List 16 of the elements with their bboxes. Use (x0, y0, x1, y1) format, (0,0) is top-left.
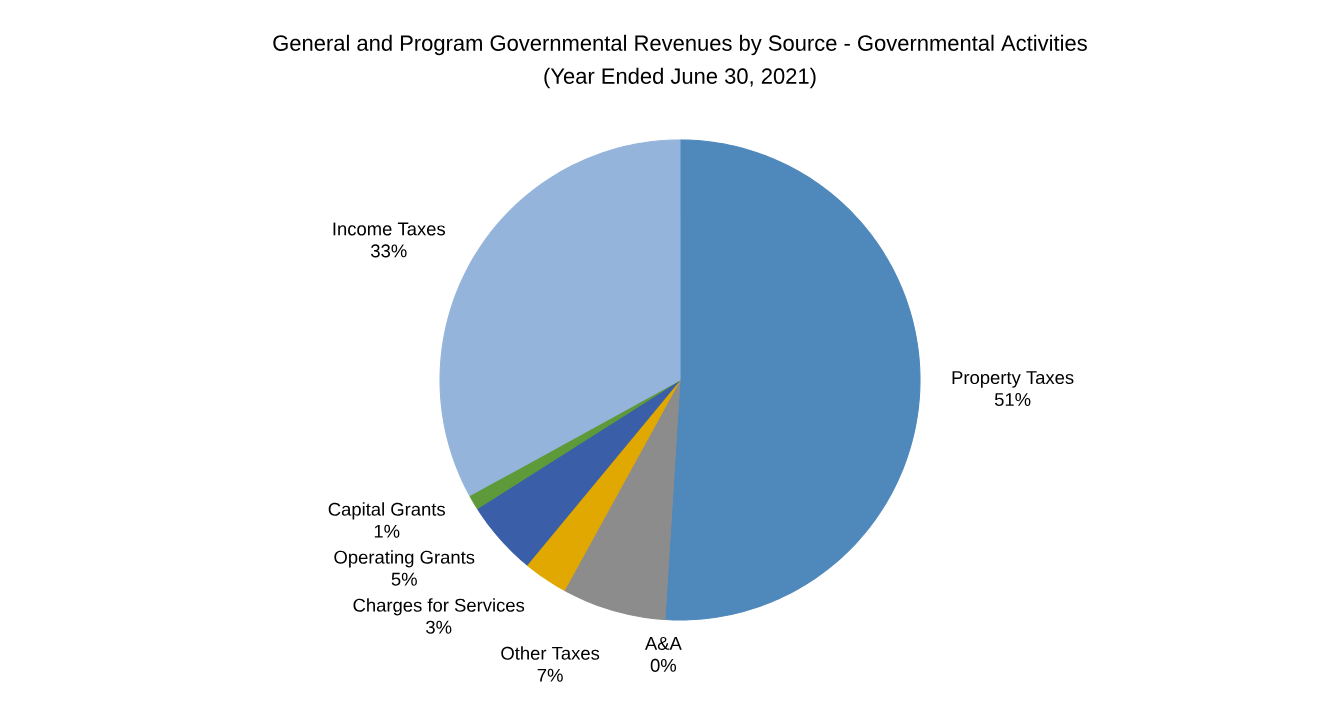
data-label: 3% (426, 620, 452, 634)
slice-label: Operating Grants (334, 550, 475, 568)
text: 0% (650, 658, 677, 672)
data-label: 1% (374, 524, 400, 538)
slice-label: Capital Grants (328, 502, 445, 520)
data-label: 33% (371, 244, 407, 258)
data-label: 51% (994, 393, 1031, 407)
slice-label: Other Taxes (501, 646, 600, 660)
data-label: 7% (537, 668, 563, 682)
category-label: A&A (644, 636, 682, 650)
slice-label: Charges for Services (353, 598, 525, 616)
data-label: 5% (391, 572, 417, 586)
slice-label: Income Taxes (333, 222, 446, 236)
slice-label: Property Taxes (952, 371, 1074, 388)
chart-subtitle: (Year Ended June 30, 2021) (544, 67, 816, 89)
chart-title: General and Program Governmental Revenues by Source - Governmental Activities (273, 34, 1087, 56)
